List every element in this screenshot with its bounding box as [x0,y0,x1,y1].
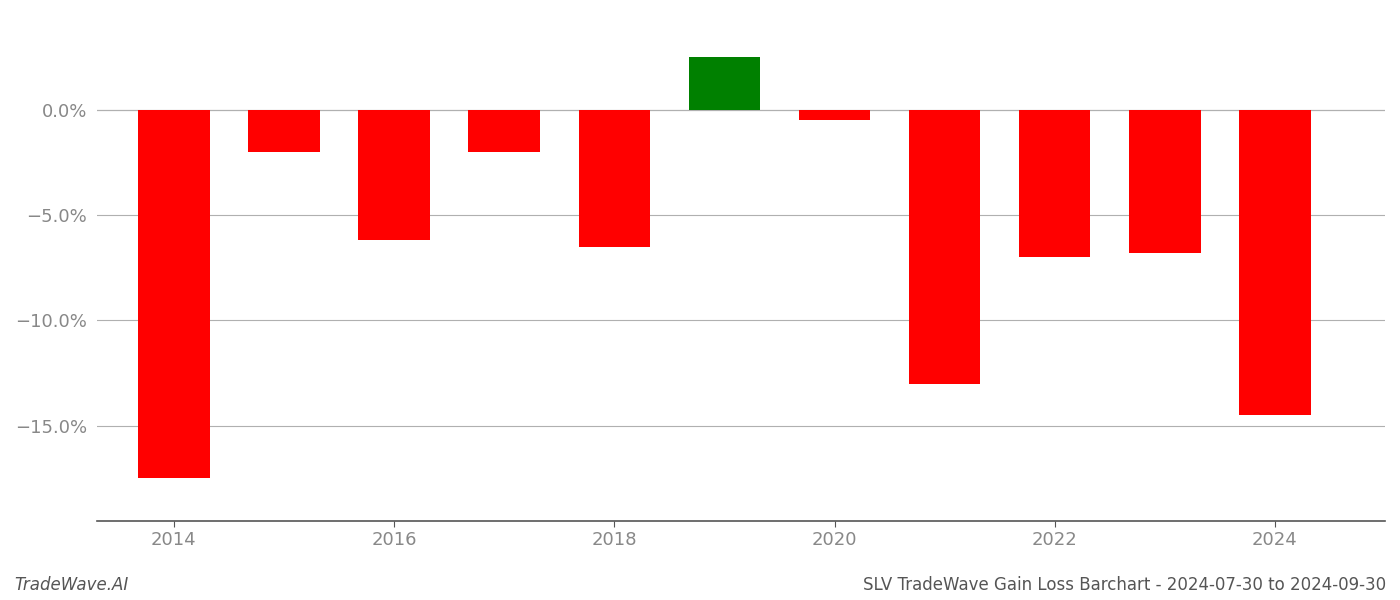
Bar [358,110,430,241]
Bar [139,110,210,478]
Bar [909,110,980,383]
Bar [1239,110,1310,415]
Bar [689,57,760,110]
Bar [248,110,319,152]
Bar [1128,110,1201,253]
Bar [578,110,650,247]
Bar [469,110,540,152]
Bar [1019,110,1091,257]
Bar [799,110,871,121]
Text: TradeWave.AI: TradeWave.AI [14,576,129,594]
Text: SLV TradeWave Gain Loss Barchart - 2024-07-30 to 2024-09-30: SLV TradeWave Gain Loss Barchart - 2024-… [862,576,1386,594]
